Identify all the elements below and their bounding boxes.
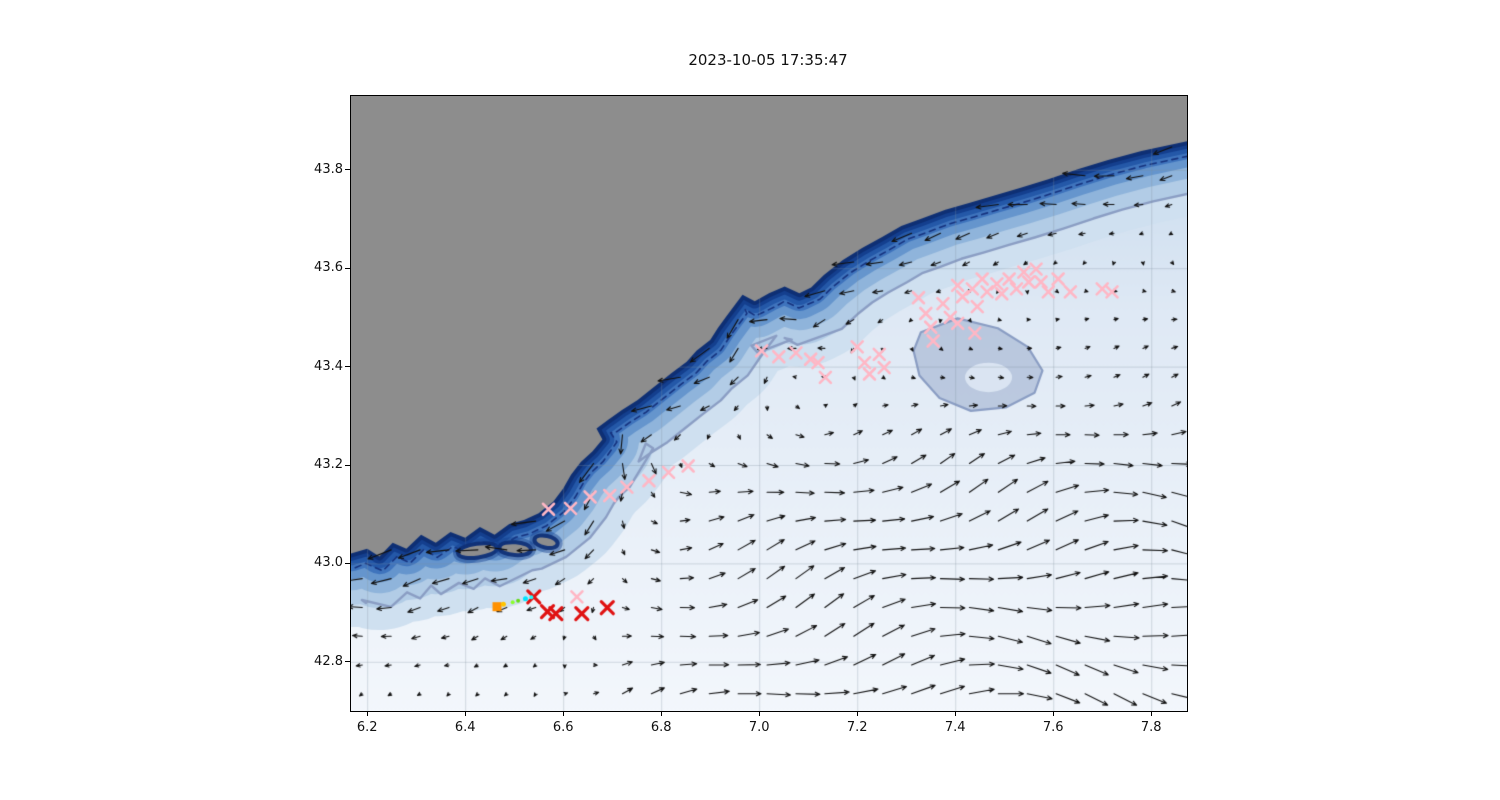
y-tick-label: 42.8 bbox=[314, 653, 343, 669]
x-tick-label: 6.4 bbox=[454, 720, 476, 735]
y-tick-mark bbox=[345, 661, 350, 663]
y-tick-label: 43.6 bbox=[314, 260, 343, 276]
y-tick-label: 43.8 bbox=[314, 161, 343, 177]
y-tick-mark bbox=[345, 169, 350, 171]
map-canvas bbox=[351, 96, 1187, 711]
y-tick-label: 43.2 bbox=[314, 457, 343, 472]
x-tick-mark bbox=[1150, 711, 1152, 716]
x-tick-mark bbox=[856, 711, 858, 716]
y-tick-mark bbox=[345, 464, 350, 466]
x-tick-mark bbox=[758, 711, 760, 716]
y-tick-label: 43.0 bbox=[314, 555, 343, 571]
chart-title: 2023-10-05 17:35:47 bbox=[688, 51, 848, 69]
x-tick-mark bbox=[954, 711, 956, 716]
x-tick-label: 7.0 bbox=[748, 720, 770, 735]
x-tick-label: 6.8 bbox=[650, 720, 672, 735]
y-tick-mark bbox=[345, 562, 350, 564]
x-tick-mark bbox=[464, 711, 466, 716]
x-tick-label: 7.4 bbox=[944, 720, 966, 735]
x-tick-mark bbox=[660, 711, 662, 716]
x-tick-label: 7.2 bbox=[846, 720, 868, 735]
y-tick-mark bbox=[345, 366, 350, 368]
x-tick-label: 6.2 bbox=[356, 720, 378, 735]
x-tick-mark bbox=[562, 711, 564, 716]
x-tick-mark bbox=[366, 711, 368, 716]
x-tick-mark bbox=[1052, 711, 1054, 716]
x-tick-label: 7.6 bbox=[1042, 720, 1064, 735]
plot-area: 6.2 6.4 6.6 6.8 7.0 7.2 7.4 7.6 7.8 42.8 43.0 43.2 4… bbox=[314, 95, 1188, 735]
y-tick-mark bbox=[345, 267, 350, 269]
x-tick-label: 6.6 bbox=[552, 720, 574, 735]
y-tick-label: 43.4 bbox=[314, 358, 343, 374]
x-tick-label: 7.8 bbox=[1140, 720, 1162, 735]
